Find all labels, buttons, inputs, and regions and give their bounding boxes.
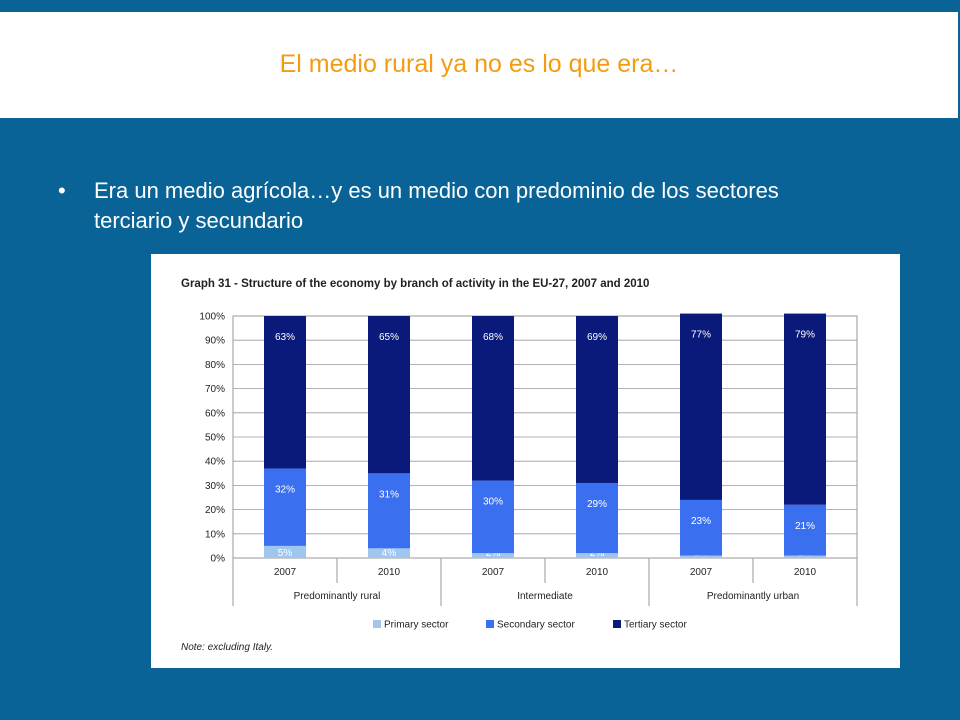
stacked-bar-chart: 0% 10% 20% 30% 40% 50% 60% 70% 80% 90% 100% 5% 32% 63… xyxy=(199,312,858,631)
data-label: 29% xyxy=(587,499,607,510)
bar-segment xyxy=(368,316,410,474)
y-tick-label: 30% xyxy=(205,481,225,492)
x-tick-label: 2010 xyxy=(794,567,817,578)
bar-segment xyxy=(680,499,722,556)
bar-segment xyxy=(264,545,306,558)
data-label: 4% xyxy=(382,548,397,559)
bar-segment xyxy=(680,313,722,500)
bar-segment xyxy=(576,316,618,483)
data-label: 31% xyxy=(379,489,399,500)
data-label: 79% xyxy=(795,330,815,341)
y-tick-label: 70% xyxy=(205,384,225,395)
chart-title: Graph 31 - Structure of the economy by b… xyxy=(181,278,650,290)
bullet-dot-icon: • xyxy=(58,178,66,203)
data-label: 68% xyxy=(483,332,503,343)
y-tick-label: 90% xyxy=(205,336,225,347)
bar-segment xyxy=(472,480,514,554)
group-label: Predominantly rural xyxy=(294,591,381,602)
data-label: 2% xyxy=(486,548,501,559)
bar-segment xyxy=(472,553,514,558)
group-label: Intermediate xyxy=(517,591,573,602)
slide-title: El medio rural ya no es lo que era… xyxy=(279,50,679,78)
y-tick-label: 60% xyxy=(205,408,225,419)
legend-label: Secondary sector xyxy=(497,620,575,631)
data-label: 23% xyxy=(691,516,711,527)
x-tick-label: 2010 xyxy=(586,567,609,578)
data-label: 2% xyxy=(590,548,605,559)
legend-swatch xyxy=(373,620,381,628)
bar-segment xyxy=(264,468,306,546)
bar-segment xyxy=(264,316,306,469)
y-tick-label: 10% xyxy=(205,529,225,540)
chart-note: Note: excluding Italy. xyxy=(181,642,274,653)
data-label: 69% xyxy=(587,332,607,343)
group-label: Predominantly urban xyxy=(707,591,799,602)
legend-swatch xyxy=(486,620,494,628)
legend-label: Primary sector xyxy=(384,620,449,631)
y-tick-label: 80% xyxy=(205,360,225,371)
data-label: 65% xyxy=(379,332,399,343)
y-tick-label: 0% xyxy=(211,554,226,565)
bar-segment xyxy=(368,548,410,558)
data-label: 63% xyxy=(275,332,295,343)
x-tick-label: 2010 xyxy=(378,567,401,578)
bar-segment xyxy=(784,313,826,505)
bar-segment xyxy=(576,553,618,558)
bar-segment xyxy=(368,473,410,549)
x-tick-label: 2007 xyxy=(482,567,505,578)
data-label: 30% xyxy=(483,497,503,508)
bar-segment xyxy=(472,316,514,481)
y-tick-label: 20% xyxy=(205,505,225,516)
data-label: 32% xyxy=(275,484,295,495)
y-tick-label: 100% xyxy=(199,312,225,323)
legend-swatch xyxy=(613,620,621,628)
chart-panel: Graph 31 - Structure of the economy by b… xyxy=(151,254,900,668)
x-tick-label: 2007 xyxy=(274,567,297,578)
legend-label: Tertiary sector xyxy=(624,620,687,631)
data-label: 77% xyxy=(691,330,711,341)
y-tick-label: 40% xyxy=(205,457,225,468)
bullet-text: Era un medio agrícola…y es un medio con … xyxy=(94,178,779,233)
y-tick-label: 50% xyxy=(205,433,225,444)
bar-segment xyxy=(784,504,826,556)
bar-segment xyxy=(680,555,722,558)
data-label: 5% xyxy=(278,548,293,559)
bar-segment xyxy=(784,555,826,558)
data-label: 21% xyxy=(795,521,815,532)
bar-segment xyxy=(576,482,618,554)
title-band xyxy=(0,12,958,118)
x-tick-label: 2007 xyxy=(690,567,713,578)
